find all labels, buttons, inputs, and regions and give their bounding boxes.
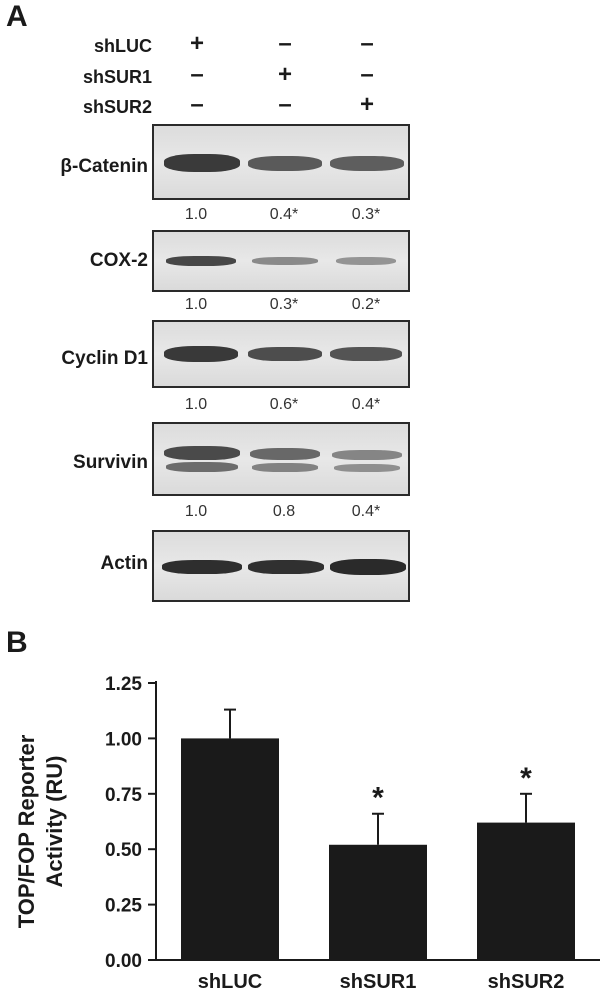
y-tick-label: 0.25 [105,896,142,917]
x-tick-label: shSUR2 [488,971,565,993]
condition-label: shSUR2 [82,97,152,117]
blot-survivin [152,422,410,496]
quant-value: 1.0 [184,503,208,520]
bar [329,844,427,960]
bar [181,738,279,960]
blot-band [336,257,396,265]
panel-a-letter: A [6,0,28,33]
quant-value: 0.3* [351,206,381,223]
y-tick-label: 0.50 [105,840,142,861]
blot-band [252,257,318,265]
condition-label: shSUR1 [82,67,152,87]
blot-actin [152,530,410,602]
quant-value: 1.0 [184,296,208,313]
significance-marker: * [372,782,384,815]
blot-label-cox-2: COX-2 [89,250,148,271]
blot-label-beta-catenin: β-Catenin [60,156,148,177]
condition-sign: – [190,91,204,118]
blot-band [164,346,238,362]
blot-cox-2 [152,230,410,292]
blot-band [248,347,322,361]
quant-value: 1.0 [184,206,208,223]
blot-band [164,154,240,172]
blot-label-actin: Actin [100,553,149,574]
blot-band [162,560,242,574]
quant-value: 1.0 [184,396,208,413]
blot-band [334,464,400,472]
condition-sign: – [278,30,292,57]
y-axis-label: Activity (RU) [42,755,67,887]
plot-area: 0.00 0.25 0.50 0.75 1.00 1.25 TOP/FOP Reporter… [14,674,600,993]
blot-band [250,448,320,460]
blot-band [330,559,406,575]
x-tick-label: shLUC [198,971,262,993]
quant-value: 0.6* [269,396,299,413]
blot-band [248,560,324,574]
condition-sign: + [189,30,204,57]
condition-sign: – [360,61,374,88]
y-tick-label: 1.25 [105,674,142,695]
x-tick-label: shSUR1 [340,971,417,993]
blot-band [252,463,318,472]
quant-value: 0.4* [269,206,299,223]
significance-marker: * [520,762,532,795]
blot-band [330,156,404,171]
condition-sign: + [359,91,374,118]
blot-cyclin-d1 [152,320,410,388]
quant-value: 0.4* [351,396,381,413]
blot-band [330,347,402,361]
y-tick-label: 0.75 [105,785,142,806]
condition-sign: – [278,91,292,118]
condition-sign: – [190,61,204,88]
blot-label-survivin: Survivin [73,452,148,473]
blot-band [332,450,402,460]
condition-label: shLUC [94,36,152,56]
blot-band [166,256,236,266]
blot-band [166,462,238,472]
panel-b-letter: B [6,626,28,659]
quant-value: 0.8 [272,503,296,520]
quant-value: 0.3* [269,296,299,313]
y-axis-label: TOP/FOP Reporter [14,734,39,928]
blot-label-cyclin-d1: Cyclin D1 [61,348,148,369]
y-tick-label: 0.00 [105,951,142,972]
condition-sign: + [277,61,292,88]
quant-value: 0.4* [351,503,381,520]
quant-value: 0.2* [351,296,381,313]
bar [477,822,575,960]
bar-chart: 0.00 0.25 0.50 0.75 1.00 1.25 TOP/FOP Reporter… [14,674,600,993]
blot-band [164,446,240,460]
blot-band [248,156,322,171]
y-tick-label: 1.00 [105,729,142,750]
blot-beta-catenin [152,124,410,200]
condition-sign: – [360,30,374,57]
